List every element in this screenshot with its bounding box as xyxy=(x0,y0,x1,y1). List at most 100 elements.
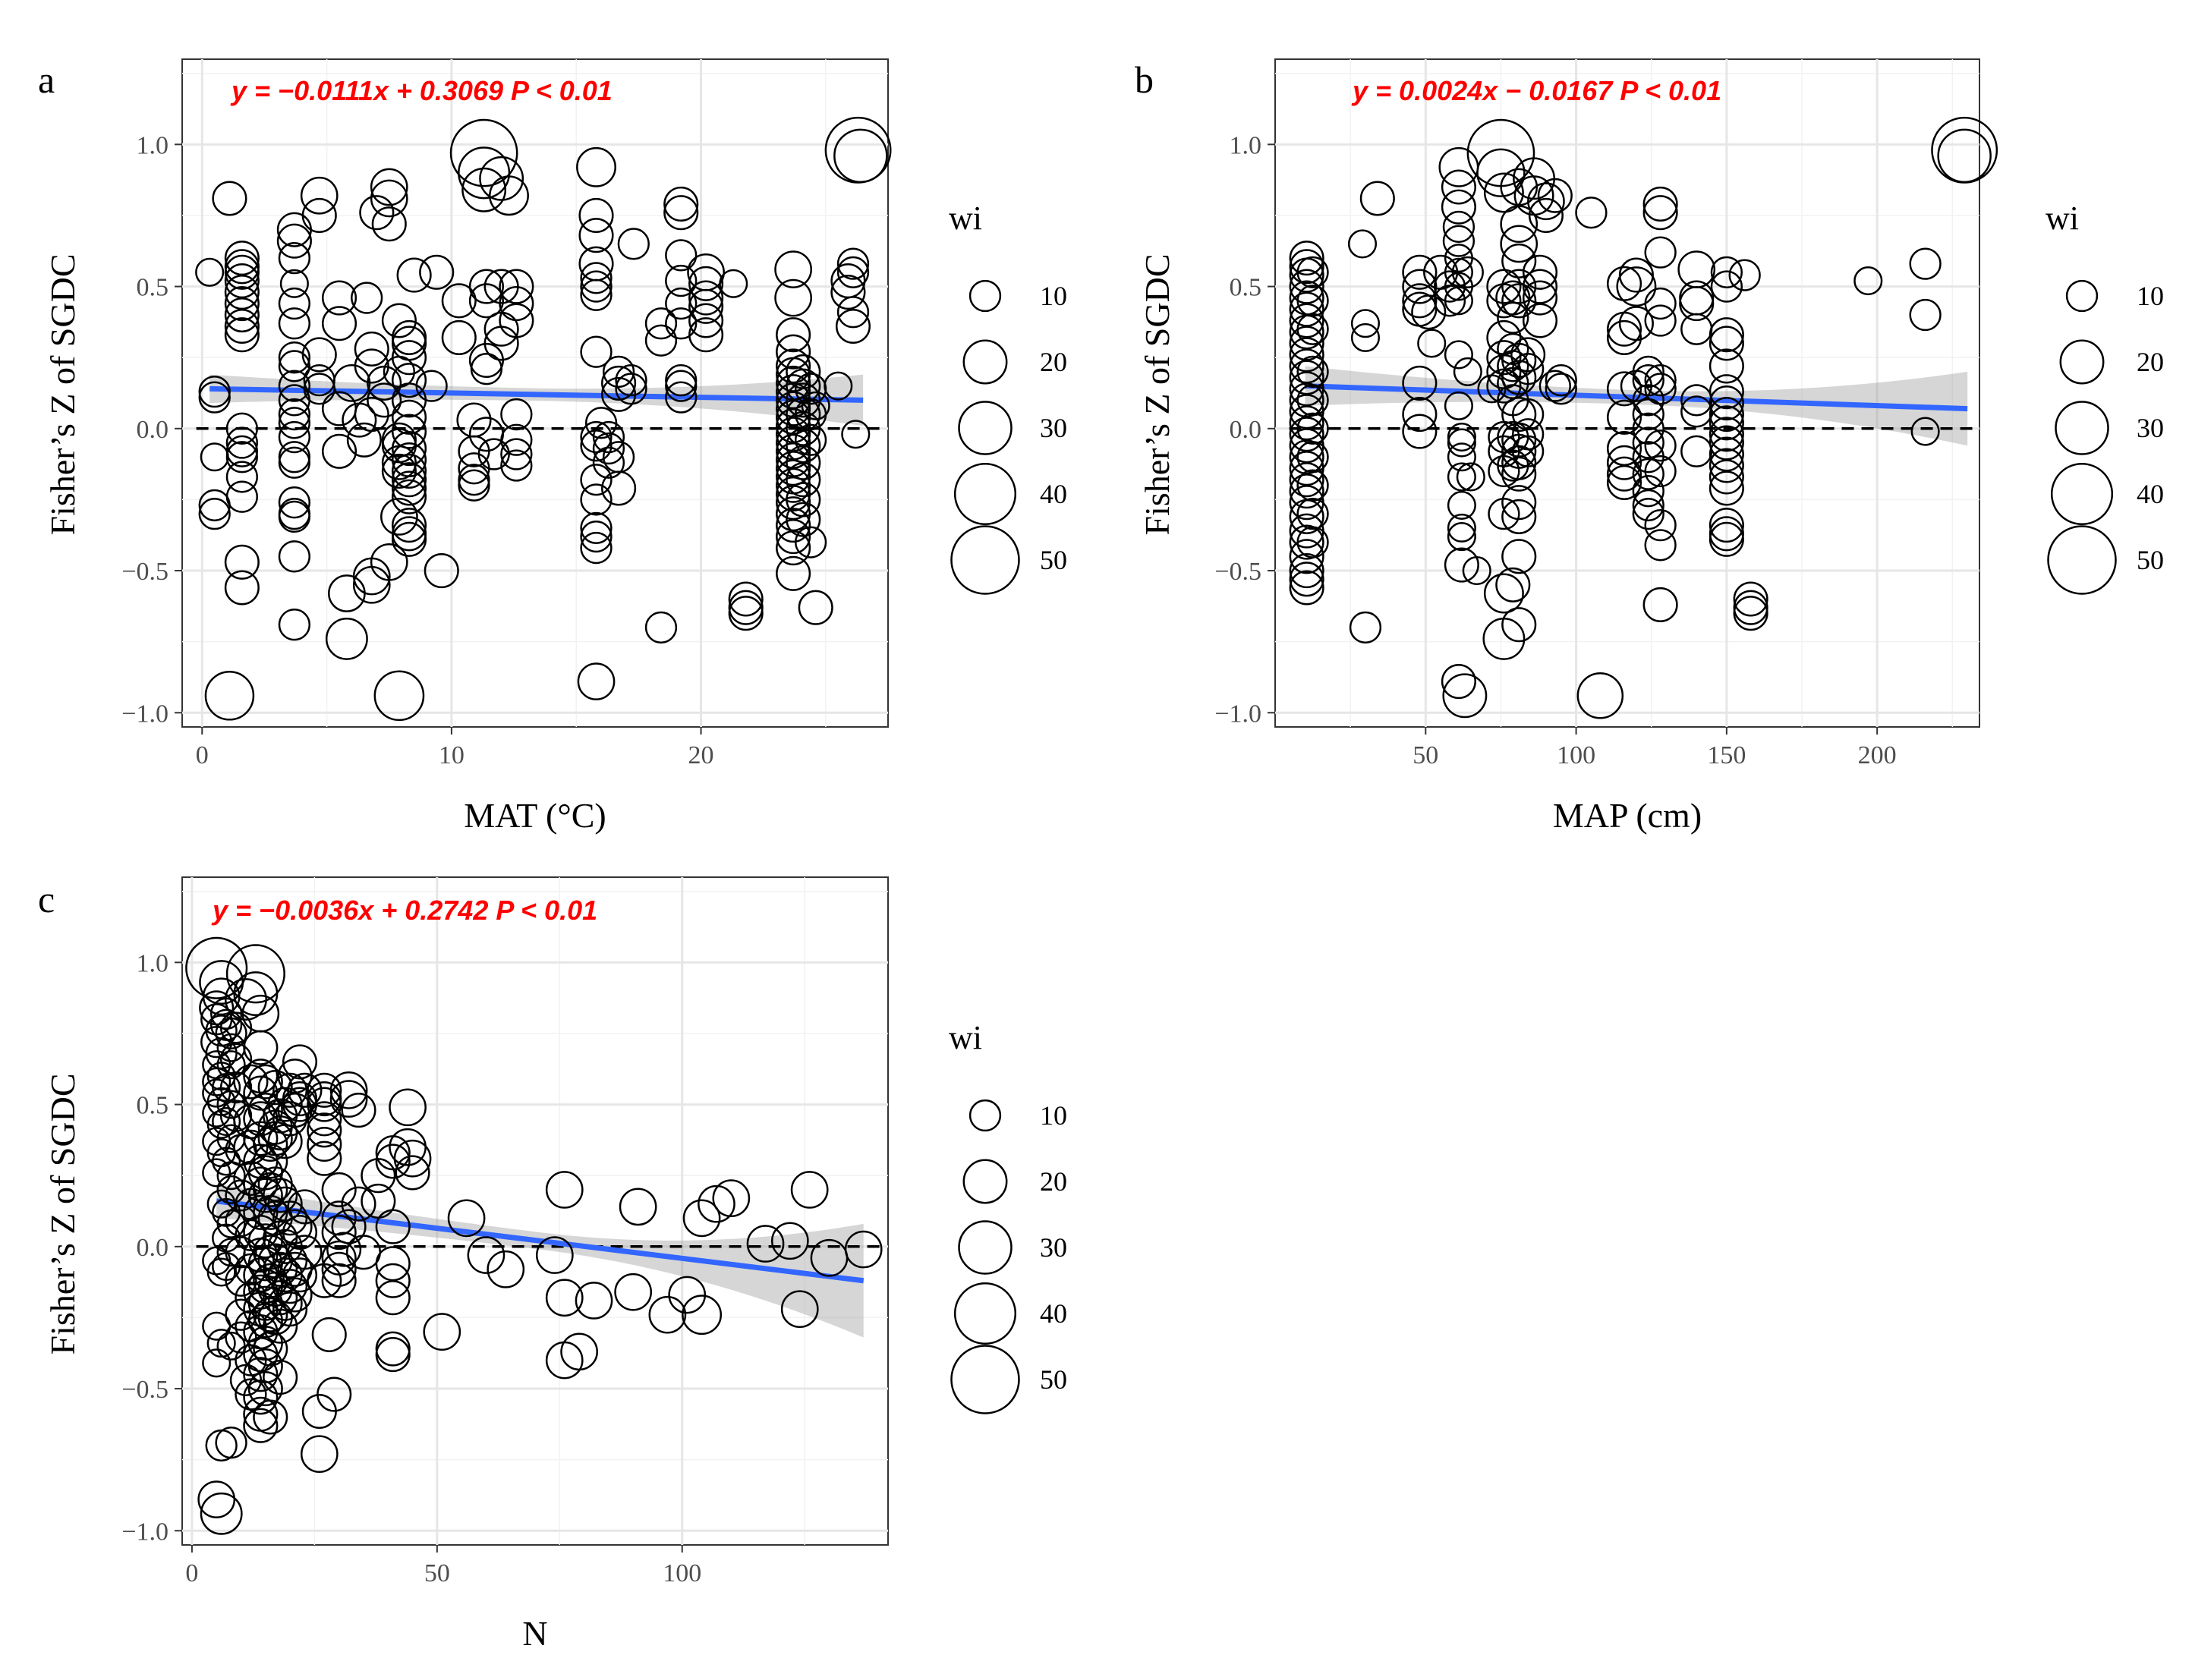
data-point xyxy=(458,146,511,200)
data-point xyxy=(1296,256,1329,289)
legend-size-label: 40 xyxy=(1040,479,1067,509)
data-point xyxy=(329,1071,368,1109)
data-point xyxy=(393,1139,432,1178)
data-point xyxy=(1522,280,1558,316)
data-point xyxy=(1709,417,1744,452)
panel-tag-a: a xyxy=(38,58,55,101)
data-point xyxy=(1350,309,1381,338)
data-point xyxy=(1289,570,1324,606)
data-point xyxy=(663,186,699,222)
data-point xyxy=(370,168,408,206)
data-point xyxy=(307,1101,342,1137)
data-point xyxy=(1296,497,1329,530)
data-point xyxy=(1447,462,1476,492)
data-point xyxy=(1709,397,1744,433)
data-point xyxy=(458,469,490,502)
data-point xyxy=(1402,414,1438,449)
data-point xyxy=(278,486,311,519)
panel-c: c 0 50 100 −1.0 −0.5 0.0 0.5 1.0 y = −0.0036x +… xyxy=(38,876,889,1653)
data-point xyxy=(1289,462,1324,498)
panel-a-regression-line xyxy=(209,385,864,403)
y-tick-label: −1.0 xyxy=(1214,700,1261,728)
data-point xyxy=(391,430,427,467)
data-point xyxy=(1500,168,1538,206)
y-tick-label: 0.5 xyxy=(137,274,169,302)
legend-size-circle xyxy=(953,1282,1017,1345)
data-point xyxy=(278,287,311,320)
panel-a-points xyxy=(195,116,892,722)
data-point xyxy=(580,420,613,454)
data-point xyxy=(665,287,698,320)
data-point xyxy=(278,398,311,431)
data-point xyxy=(830,275,866,310)
data-point xyxy=(1510,337,1546,373)
data-point xyxy=(253,1331,288,1367)
data-point xyxy=(644,324,678,357)
data-point xyxy=(272,1269,308,1304)
data-point xyxy=(1709,317,1744,353)
legend-size-circle xyxy=(2050,462,2114,526)
data-point xyxy=(776,508,811,543)
data-point xyxy=(1456,462,1485,492)
data-point xyxy=(801,391,830,420)
data-point xyxy=(321,433,357,469)
data-point xyxy=(584,407,618,439)
data-point xyxy=(321,1200,357,1236)
legend-size-label: 20 xyxy=(1040,1166,1067,1197)
data-point xyxy=(1447,522,1476,552)
data-point xyxy=(267,1087,303,1122)
data-point xyxy=(225,441,259,473)
data-point xyxy=(1501,360,1537,395)
data-point xyxy=(199,960,244,1005)
data-point xyxy=(267,1229,303,1264)
data-point xyxy=(1296,526,1329,558)
data-point xyxy=(1937,128,1992,184)
data-point xyxy=(1289,291,1324,327)
data-point xyxy=(1909,298,1942,332)
legend-size-circle xyxy=(953,462,1017,526)
data-point xyxy=(688,317,724,353)
data-point xyxy=(1495,280,1531,316)
data-point xyxy=(375,1280,411,1316)
data-point xyxy=(202,1067,231,1096)
data-point xyxy=(375,1331,411,1367)
data-point xyxy=(1501,485,1537,521)
data-point xyxy=(682,1295,723,1336)
data-point xyxy=(263,1360,298,1395)
data-point xyxy=(243,1121,279,1156)
panel-a-x-axis-title: MAT (°C) xyxy=(464,796,606,835)
legend-size-label: 50 xyxy=(2137,545,2164,575)
data-point xyxy=(253,1172,288,1207)
panel-a-axes: 0 10 20 −1.0 −0.5 0.0 0.5 1.0 xyxy=(121,131,713,769)
data-point xyxy=(794,423,827,456)
data-point xyxy=(391,442,427,478)
data-point xyxy=(415,370,448,402)
data-point xyxy=(391,516,427,552)
data-point xyxy=(1488,497,1520,530)
data-point xyxy=(786,482,821,518)
data-point xyxy=(325,617,368,660)
data-point xyxy=(776,317,811,353)
data-point xyxy=(198,375,231,408)
data-point xyxy=(1606,399,1642,435)
data-point xyxy=(278,441,311,473)
data-point xyxy=(1606,445,1642,480)
data-point xyxy=(712,1179,751,1217)
data-point xyxy=(396,257,432,293)
data-point xyxy=(1642,195,1678,231)
data-point xyxy=(617,228,650,260)
data-point xyxy=(535,1236,574,1274)
data-point xyxy=(381,422,417,458)
data-point xyxy=(1289,539,1324,574)
data-point xyxy=(216,1050,246,1080)
panel-a-y-axis-title: Fisher’s Z of SGDC xyxy=(43,253,82,535)
data-point xyxy=(1289,562,1324,597)
x-tick-label: 200 xyxy=(1858,741,1897,769)
data-point xyxy=(253,1297,288,1332)
data-point xyxy=(424,552,459,589)
data-point xyxy=(202,1078,231,1108)
data-point xyxy=(346,422,382,458)
panel-c-x-axis-title: N xyxy=(522,1614,547,1653)
data-point xyxy=(1606,464,1642,501)
data-point xyxy=(1486,269,1522,304)
